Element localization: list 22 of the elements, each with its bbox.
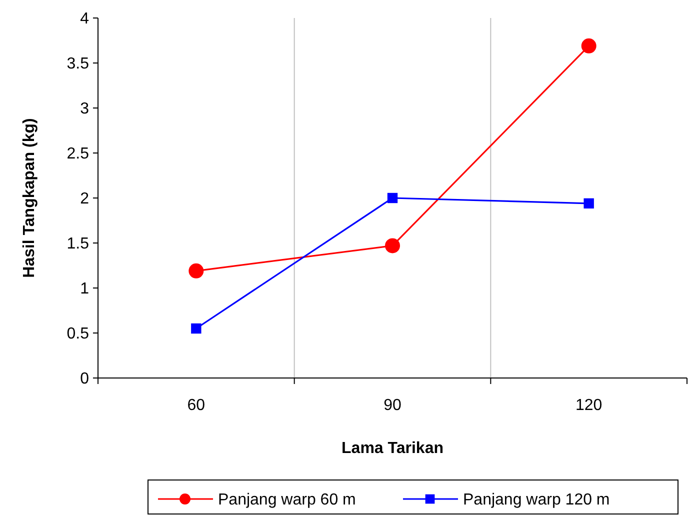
legend-label: Panjang warp 120 m [463,492,610,509]
x-tick-label: 90 [384,397,402,414]
point [584,198,594,208]
y-tick-label: 1 [80,280,90,298]
y-tick-label: 1.5 [66,236,90,253]
point [191,323,202,334]
point [188,263,204,278]
y-tick-label: 2.5 [66,146,90,163]
y-tick-label: 4 [80,10,90,28]
point [387,192,398,204]
y-tick-label: 0.5 [66,326,90,343]
y-axis-title: Hasil Tangkapan (kg) [21,118,38,278]
point [385,238,400,254]
x-axis-title: Lama Tarikan [342,440,444,457]
x-tick-label: 60 [187,397,206,414]
y-tick-label: 3.5 [66,56,90,73]
y-tick-label: 0 [80,370,90,388]
y-tick-label: 2 [80,190,90,208]
x-tick-label: 120 [575,397,602,414]
y-tick-label: 3 [80,100,90,118]
point [581,38,596,54]
legend-label: Panjang warp 60 m [218,492,356,509]
